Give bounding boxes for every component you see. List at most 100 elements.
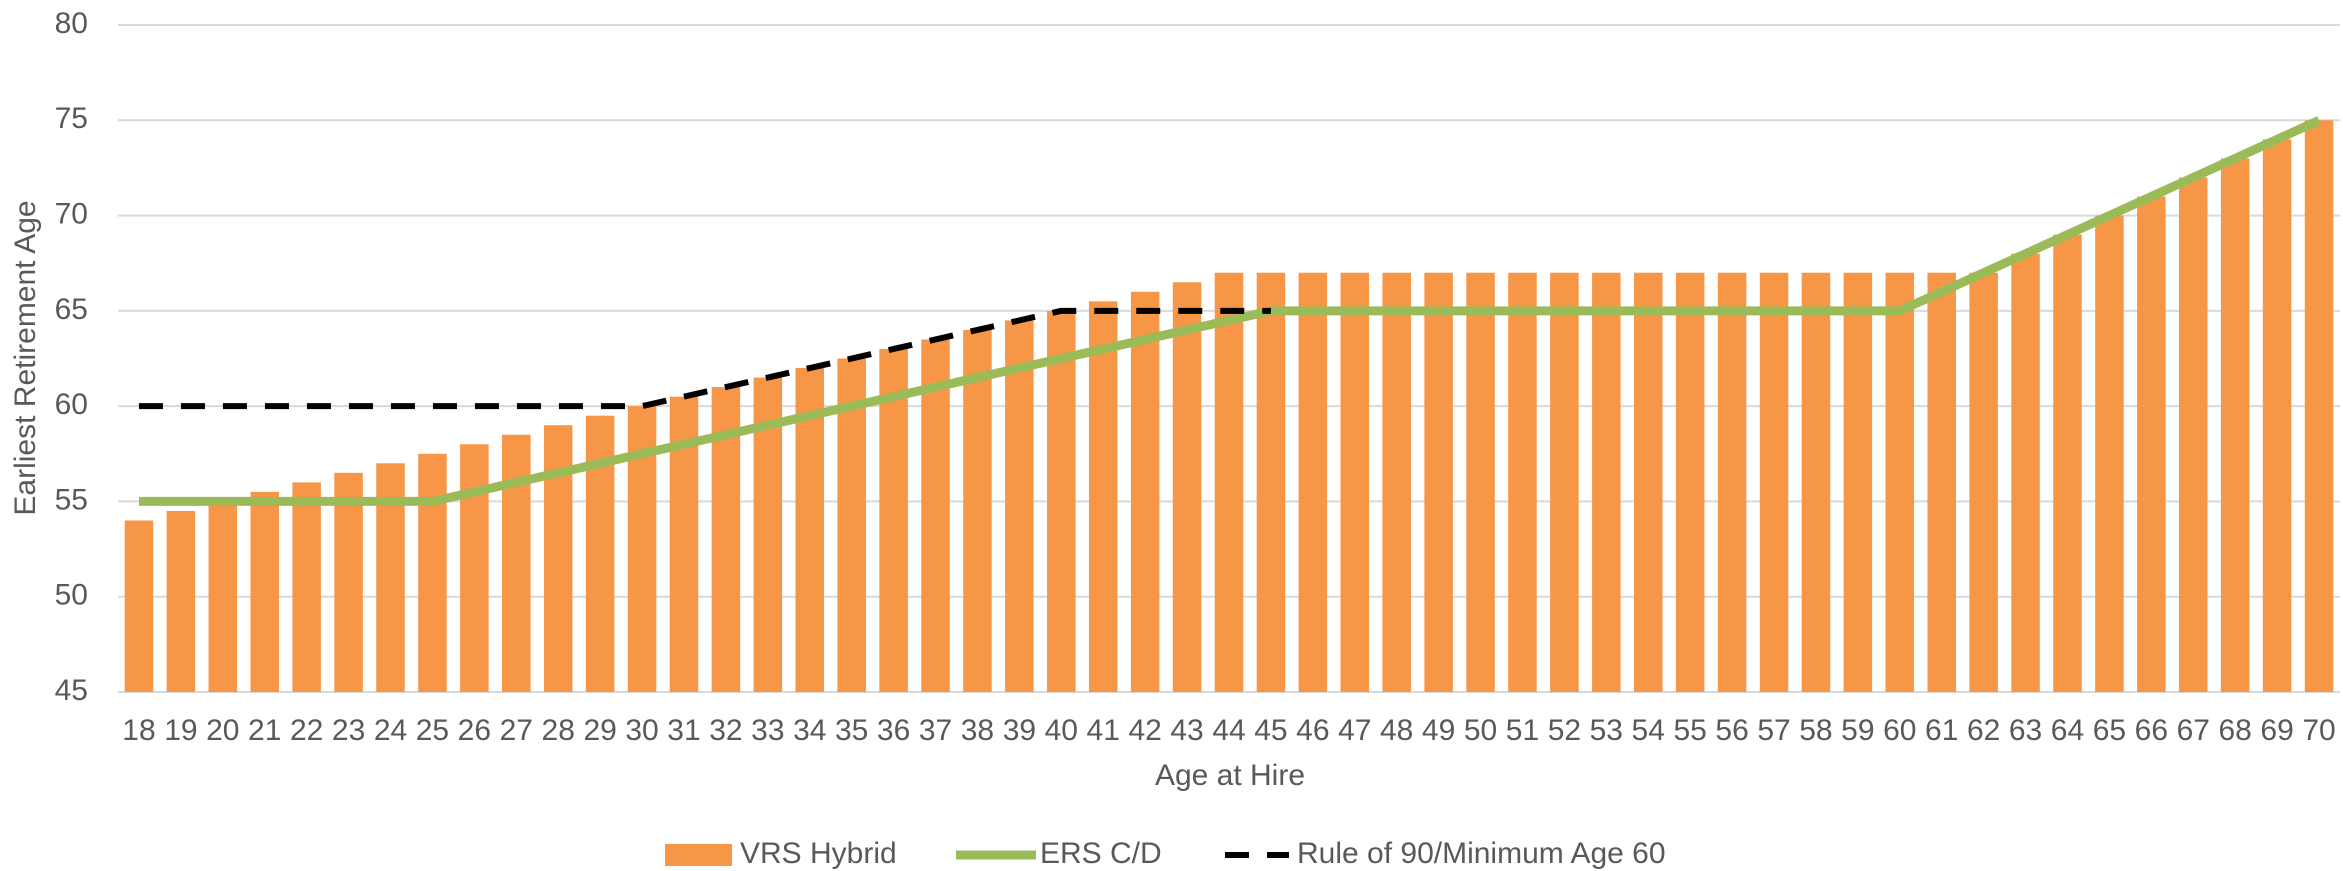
x-tick-label: 23	[332, 714, 365, 747]
bar	[1172, 282, 1202, 692]
bar	[1466, 272, 1495, 692]
x-tick-label: 21	[248, 714, 281, 747]
y-tick-label: 55	[55, 483, 88, 516]
bar	[2095, 215, 2124, 693]
y-tick-label: 45	[55, 674, 88, 707]
bar	[1424, 272, 1453, 692]
bar	[418, 453, 447, 692]
bar	[1256, 272, 1286, 692]
x-tick-label: 36	[877, 714, 910, 747]
bar	[1214, 272, 1244, 692]
x-tick-label: 50	[1464, 714, 1497, 747]
bar	[879, 348, 908, 692]
bar	[166, 510, 196, 692]
bar	[1717, 272, 1747, 692]
bar	[2220, 158, 2250, 692]
bar	[1340, 272, 1370, 692]
y-axis-title: Earliest Retirement Age	[9, 200, 42, 515]
x-tick-label: 52	[1548, 714, 1581, 747]
legend-label: VRS Hybrid	[740, 837, 897, 870]
bar	[2179, 177, 2208, 692]
y-tick-label: 75	[55, 102, 88, 135]
bar	[250, 491, 279, 692]
x-tick-label: 70	[2302, 714, 2335, 747]
bar	[1675, 272, 1705, 692]
x-tick-label: 66	[2135, 714, 2168, 747]
bar	[921, 339, 950, 692]
x-tick-label: 20	[206, 714, 239, 747]
x-tick-label: 37	[919, 714, 952, 747]
bar	[334, 472, 363, 692]
bar	[124, 520, 154, 692]
x-tick-label: 54	[1632, 714, 1665, 747]
bar	[1298, 272, 1328, 692]
x-tick-label: 38	[961, 714, 994, 747]
bar	[1592, 272, 1621, 692]
bar	[1088, 301, 1118, 692]
x-tick-label: 42	[1128, 714, 1161, 747]
bar	[1927, 272, 1956, 692]
x-tick-label: 45	[1254, 714, 1287, 747]
x-axis-title: Age at Hire	[1155, 759, 1305, 792]
bar	[502, 434, 531, 692]
bar	[1508, 272, 1537, 692]
x-tick-label: 51	[1506, 714, 1539, 747]
x-tick-label: 18	[122, 714, 155, 747]
x-tick-label: 26	[458, 714, 491, 747]
y-tick-label: 65	[55, 293, 88, 326]
x-tick-label: 29	[583, 714, 616, 747]
x-tick-label: 60	[1883, 714, 1916, 747]
x-tick-label: 44	[1212, 714, 1245, 747]
bar	[2262, 139, 2292, 693]
x-tick-label: 41	[1087, 714, 1120, 747]
x-tick-label: 65	[2093, 714, 2126, 747]
y-tick-label: 80	[55, 7, 88, 40]
bar	[1130, 291, 1160, 692]
bar	[1550, 272, 1579, 692]
x-tick-label: 53	[1590, 714, 1623, 747]
x-tick-label: 69	[2260, 714, 2293, 747]
legend-swatch	[665, 844, 732, 866]
x-tick-label: 34	[793, 714, 826, 747]
x-tick-label: 59	[1841, 714, 1874, 747]
legend-label: ERS C/D	[1040, 837, 1162, 870]
y-tick-label: 60	[55, 388, 88, 421]
x-tick-label: 47	[1338, 714, 1371, 747]
x-tick-label: 25	[416, 714, 449, 747]
x-tick-label: 31	[667, 714, 700, 747]
bar	[1382, 272, 1411, 692]
x-tick-label: 32	[709, 714, 742, 747]
x-tick-label: 56	[1715, 714, 1748, 747]
x-tick-label: 63	[2009, 714, 2042, 747]
bar	[1047, 310, 1076, 692]
bar	[2053, 234, 2082, 692]
bar	[1759, 272, 1789, 692]
bar	[1633, 272, 1663, 692]
bar	[292, 482, 321, 692]
x-tick-label: 61	[1925, 714, 1958, 747]
x-tick-label: 55	[1673, 714, 1706, 747]
x-tick-label: 24	[374, 714, 407, 747]
x-tick-label: 64	[2051, 714, 2084, 747]
x-tick-label: 27	[500, 714, 533, 747]
bar	[1885, 272, 1915, 692]
x-tick-label: 43	[1170, 714, 1203, 747]
x-tick-label: 19	[164, 714, 197, 747]
legend-label: Rule of 90/Minimum Age 60	[1297, 837, 1666, 870]
x-tick-label: 49	[1422, 714, 1455, 747]
x-tick-label: 40	[1045, 714, 1078, 747]
x-tick-label: 33	[751, 714, 784, 747]
x-tick-label: 57	[1757, 714, 1790, 747]
x-tick-label: 39	[1003, 714, 1036, 747]
x-tick-label: 68	[2219, 714, 2252, 747]
bar	[837, 358, 866, 692]
bar	[543, 425, 573, 692]
bar	[1801, 272, 1831, 692]
line	[138, 116, 2321, 506]
x-tick-label: 28	[542, 714, 575, 747]
bar	[2011, 253, 2040, 692]
bar	[2304, 120, 2334, 693]
bar	[1005, 320, 1034, 692]
x-tick-label: 35	[835, 714, 868, 747]
